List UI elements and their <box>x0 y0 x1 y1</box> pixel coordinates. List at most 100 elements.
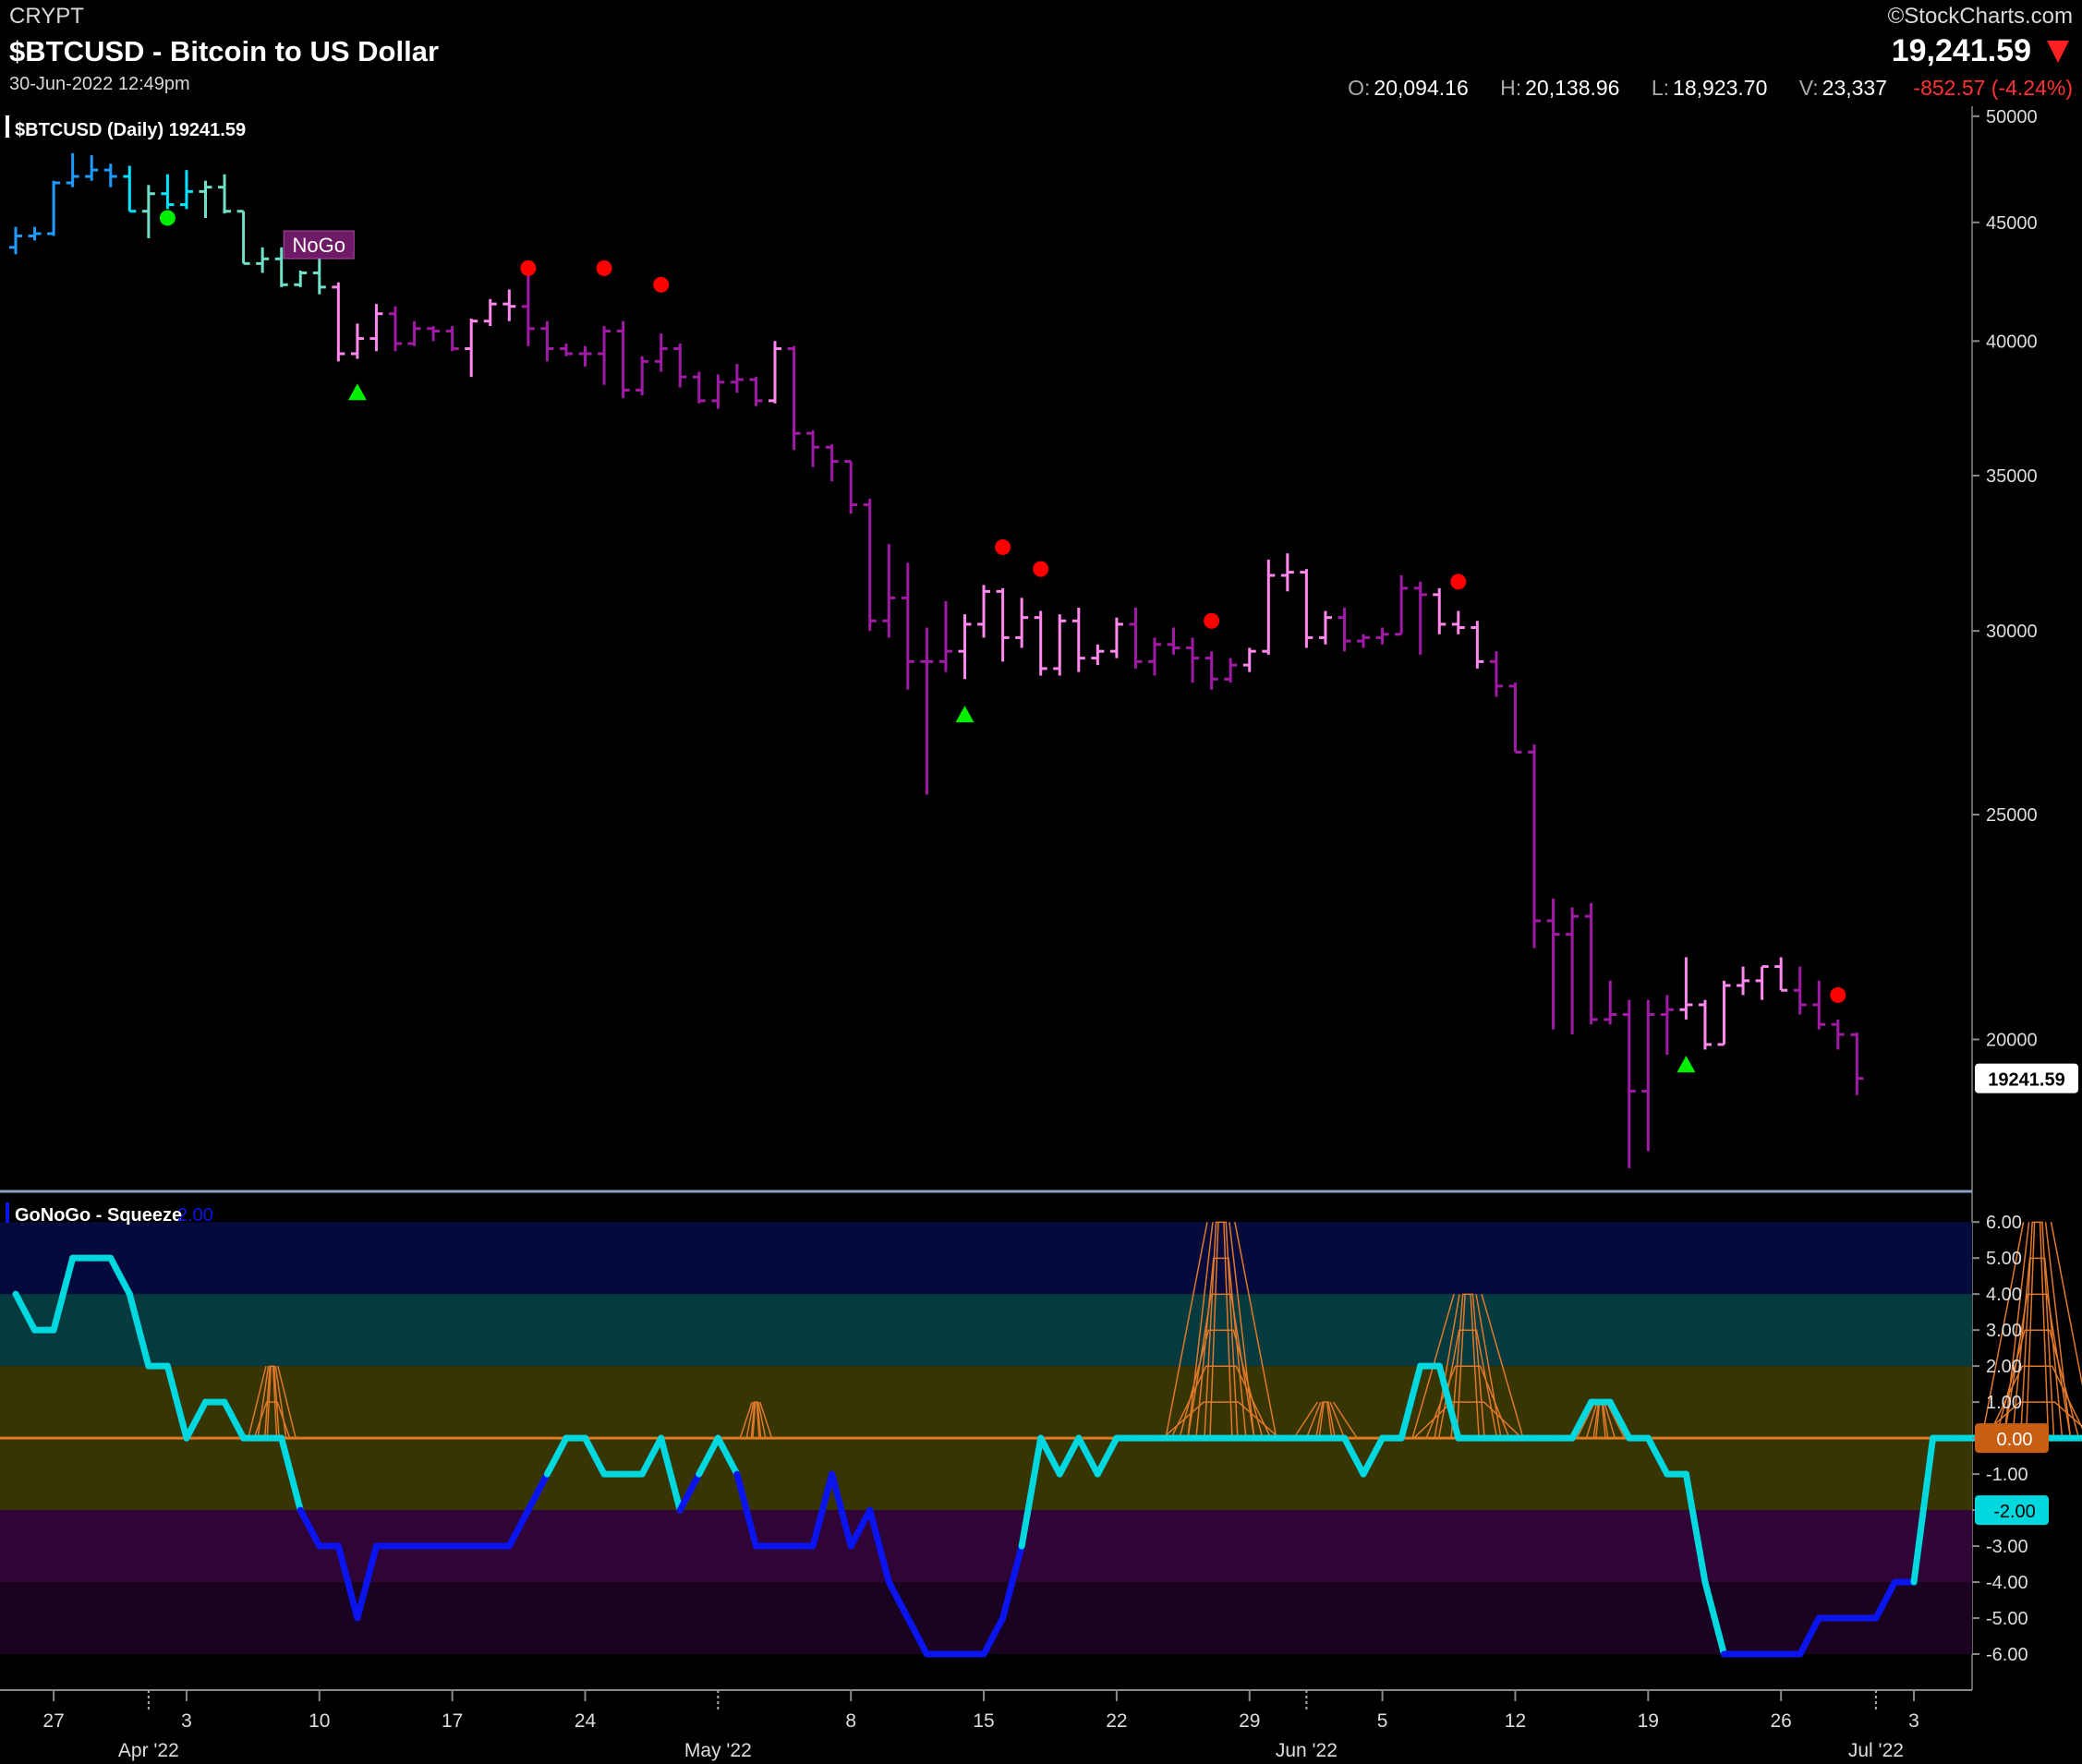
ohlc-bar <box>1129 607 1143 669</box>
ohlc-bar <box>141 185 155 238</box>
osc-y-tick-label: 5.00 <box>1986 1249 2022 1269</box>
brand-watermark[interactable]: ©StockCharts.com <box>1887 4 2073 29</box>
oscillator-line <box>183 1398 209 1442</box>
oscillator-line <box>1797 1614 1822 1658</box>
signal-triangle <box>1676 1056 1696 1073</box>
ohlc-bar <box>787 345 801 451</box>
ohlcv-readout: O: 20,094.16 H: 20,138.96 L: 18,923.70 V: 23… <box>1322 76 2073 101</box>
ohlc-bar <box>1053 614 1067 676</box>
exchange-label: CRYPT <box>9 4 84 29</box>
ohlc-bar <box>1433 587 1447 634</box>
ohlc-bar <box>389 306 402 352</box>
oscillator-band <box>0 1582 1972 1655</box>
month-label: Apr '22 <box>118 1740 179 1761</box>
osc-y-tick-label: 4.00 <box>1986 1285 2022 1305</box>
ohlc-bar <box>332 282 345 362</box>
ohlc-bar <box>1015 598 1029 648</box>
ohlc-bar <box>1641 999 1655 1152</box>
ohlc-bar <box>1262 559 1276 655</box>
oscillator-line <box>1360 1434 1386 1478</box>
x-tick-label: 27 <box>42 1710 64 1732</box>
ohlc-bar <box>598 326 611 385</box>
signal-dot <box>995 538 1011 555</box>
oscillator-line <box>163 1362 190 1442</box>
osc-y-tick-label: -4.00 <box>1986 1573 2028 1593</box>
zero-tag-text: 0.00 <box>1997 1430 2033 1450</box>
ohlc-bar <box>427 326 441 342</box>
ohlc-bar <box>1774 957 1788 992</box>
ohlc-bar <box>901 562 914 690</box>
oscillator-line <box>334 1542 361 1622</box>
ohlc-bar <box>1109 617 1123 658</box>
oscillator-line <box>1435 1362 1462 1442</box>
y-tick-label: 50000 <box>1986 107 2038 127</box>
chart-datetime: 30-Jun-2022 12:49pm <box>9 74 190 94</box>
volume-label: V: <box>1798 76 1819 100</box>
nogo-badge-text: NoGo <box>293 234 345 257</box>
ohlc-bar <box>1679 957 1693 1020</box>
x-tick-label: 26 <box>1770 1710 1791 1732</box>
ohlc-bar <box>256 247 270 273</box>
oscillator-line <box>904 1614 930 1658</box>
squeeze-grid <box>1293 1401 1358 1439</box>
ohlc-bar <box>977 585 991 638</box>
ohlc-bar <box>1071 607 1085 672</box>
ohlc-bar <box>1318 610 1332 645</box>
oscillator-line <box>1398 1362 1424 1442</box>
last-price-tag-text: 19241.59 <box>1988 1070 2064 1091</box>
signal-triangle <box>955 706 974 723</box>
oscillator-line <box>696 1434 721 1478</box>
month-label: Jul '22 <box>1848 1740 1904 1761</box>
ohlc-bar <box>1338 607 1351 652</box>
ohlc-bar <box>1831 1019 1845 1050</box>
ohlc-bar <box>1489 651 1503 697</box>
ohlc-bar <box>1204 651 1218 690</box>
oscillator-line <box>582 1434 608 1478</box>
oscillator-line <box>847 1506 874 1550</box>
ohlc-bar <box>161 174 175 210</box>
oscillator-line <box>999 1542 1025 1622</box>
oscillator-line <box>638 1434 665 1478</box>
ohlc-bar <box>1224 658 1238 683</box>
ohlc-bar <box>1300 569 1313 648</box>
oscillator-line <box>1056 1434 1083 1478</box>
ohlc-bar <box>85 155 99 181</box>
ohlc-bar <box>1717 980 1731 1046</box>
oscillator-line <box>50 1254 77 1334</box>
signal-triangle <box>347 383 367 401</box>
ohlc-bar <box>1622 999 1636 1168</box>
last-osc-tag-text: -2.00 <box>1993 1502 2036 1522</box>
ohlc-bar <box>483 298 497 327</box>
ohlc-bar <box>1698 999 1712 1050</box>
y-tick-label: 45000 <box>1986 213 2038 234</box>
last-price: 19,241.59 <box>1891 33 2031 68</box>
oscillator-line <box>297 1506 323 1550</box>
ohlc-bar <box>1034 610 1047 676</box>
oscillator-line <box>354 1542 380 1622</box>
ohlc-bar <box>692 371 706 404</box>
oscillator-line <box>658 1434 684 1514</box>
oscillator-line <box>12 1290 39 1334</box>
squeeze-grid <box>1979 1221 2082 1439</box>
ohlc-bar <box>863 499 877 632</box>
x-tick-label: 10 <box>309 1710 330 1732</box>
change-value: -852.57 (-4.24%) <box>1913 76 2073 100</box>
ohlc-bar <box>540 320 554 362</box>
ohlc-bar <box>9 226 22 255</box>
x-tick-label: 29 <box>1239 1710 1260 1732</box>
ohlc-bar <box>844 459 858 514</box>
ohlc-bar <box>445 326 459 352</box>
ohlc-bar <box>274 247 288 287</box>
ohlc-bar <box>730 364 744 393</box>
ohlc-bar <box>1148 637 1161 676</box>
oscillator-line <box>126 1290 152 1370</box>
price-panel: $BTCUSD (Daily) 19241.59 50000 45000 40000 3… <box>0 106 2078 1690</box>
oscillator-line <box>1037 1434 1063 1478</box>
ohlc-bar <box>1413 581 1427 655</box>
oscillator-line <box>1094 1434 1120 1478</box>
ohlc-bar <box>179 170 193 210</box>
chart-title: $BTCUSD - Bitcoin to US Dollar <box>9 35 440 67</box>
